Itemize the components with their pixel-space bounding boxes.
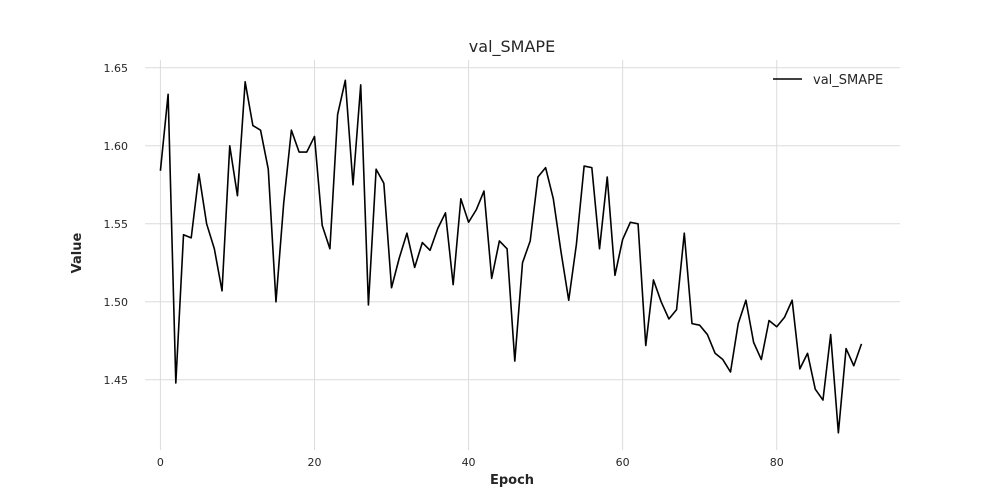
x-axis-label: Epoch [490, 473, 534, 488]
x-tick-labels: 0 20 40 60 80 [157, 456, 784, 469]
series-line-val-smape [159, 79, 863, 434]
y-tick-label-1.55: 1.55 [104, 218, 129, 231]
y-tick-labels: 1.45 1.50 1.55 1.60 1.65 [104, 62, 129, 387]
chart-title: val_SMAPE [469, 37, 555, 57]
legend: val_SMAPE [773, 73, 883, 88]
x-tick-label-0: 0 [157, 456, 164, 469]
x-tick-label-20: 20 [307, 456, 321, 469]
x-gridlines [159, 60, 778, 450]
x-tick-label-40: 40 [462, 456, 476, 469]
y-tick-label-1.45: 1.45 [104, 374, 129, 387]
y-axis-label: Value [70, 232, 85, 273]
y-tick-label-1.65: 1.65 [104, 62, 129, 75]
legend-entry-val-smape: val_SMAPE [813, 73, 883, 88]
x-tick-label-60: 60 [616, 456, 630, 469]
series-layer [159, 79, 863, 434]
x-tick-label-80: 80 [770, 456, 784, 469]
y-tick-label-1.60: 1.60 [104, 140, 129, 153]
y-tick-label-1.50: 1.50 [104, 296, 129, 309]
y-gridlines [145, 67, 900, 381]
